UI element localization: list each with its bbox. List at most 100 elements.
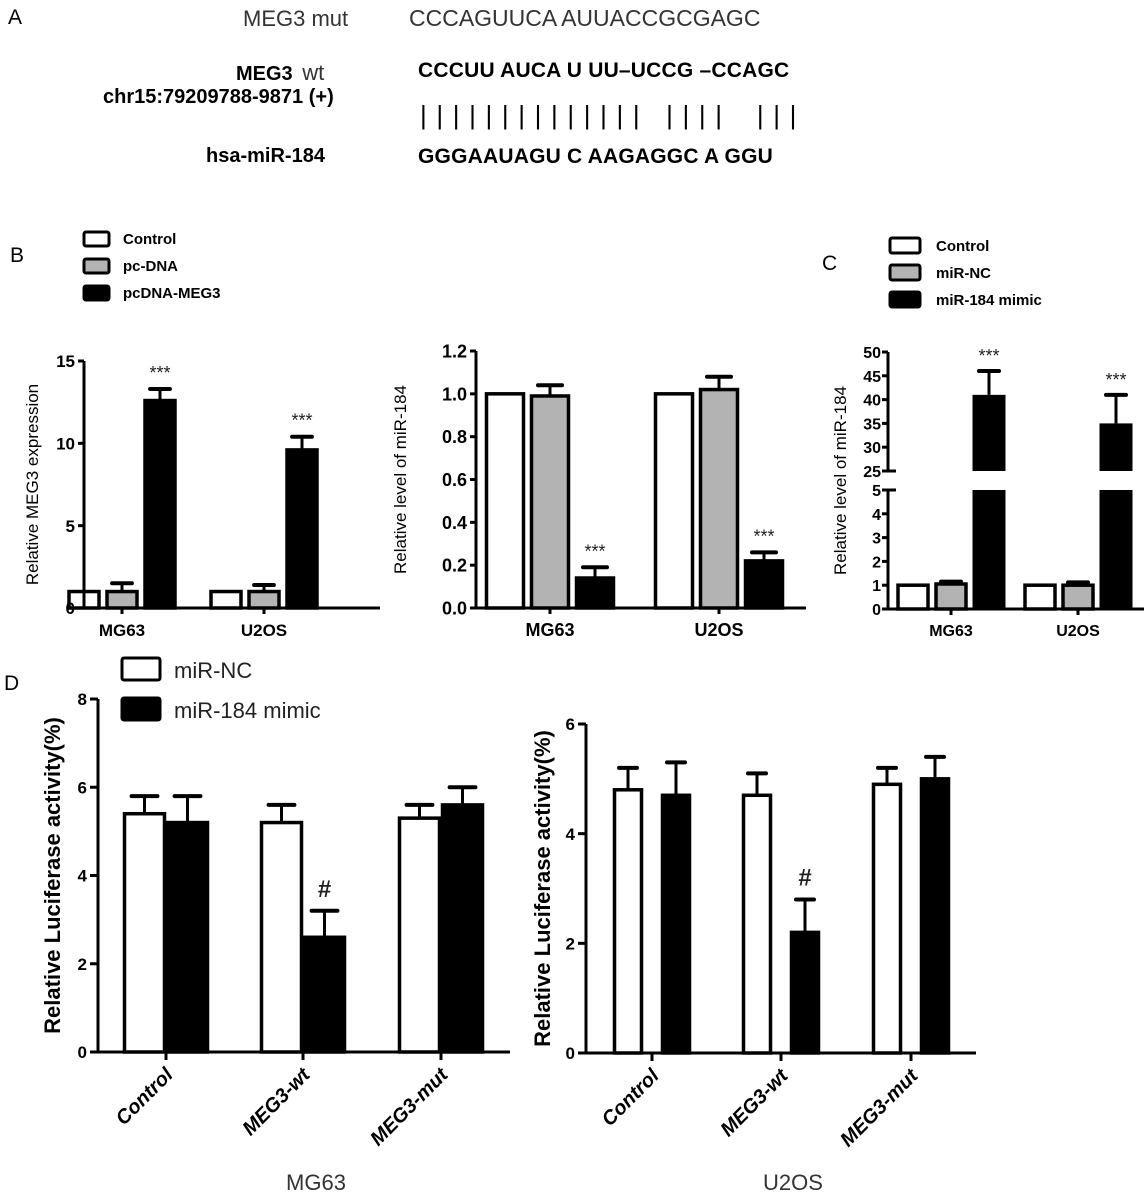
bar (259, 820, 304, 1054)
y-tick-label: 0 (872, 602, 881, 619)
chart-b2: *** *** 0.0 0.2 0.4 0.6 0.8 1.0 1.2 MG63 U2OS Relat… (391, 341, 806, 640)
meg3-wt-label: MEG3 wt (236, 60, 324, 86)
y-tick-label: 0.8 (442, 427, 467, 447)
bar (484, 392, 526, 610)
legend-swatch (82, 284, 111, 302)
y-tick-label: 4 (872, 507, 881, 524)
bar-lower-segment (972, 490, 1006, 609)
y-tick-label: 2 (78, 955, 87, 974)
bar-upper-segment (1099, 423, 1133, 471)
legend-label: pc-DNA (123, 258, 178, 275)
significance-marker: *** (149, 363, 170, 383)
y-tick-label: 0.6 (442, 470, 467, 490)
meg3-mut-label: MEG3 mut (243, 6, 349, 31)
y-tick-label: 0 (566, 1044, 575, 1063)
y-axis-label: Relative Luciferase activity(%) (40, 717, 65, 1034)
legend-label: miR-184 mimic (936, 292, 1042, 309)
x-category-label: MEG3-mut (836, 1064, 923, 1151)
y-tick-label: 0 (66, 599, 75, 618)
panel-a-letter: A (8, 6, 23, 29)
y-tick-label: 5 (872, 483, 881, 500)
panel-letter: C (822, 252, 837, 275)
x-axis-label: U2OS (763, 1170, 823, 1195)
significance-marker: *** (978, 346, 999, 366)
y-tick-label: 45 (863, 369, 881, 386)
x-category-label: MG63 (929, 623, 973, 640)
y-tick-label: 1.2 (442, 341, 467, 361)
bar (1023, 583, 1057, 611)
bar (934, 582, 968, 611)
y-axis-label: Relative level of miR-184 (391, 385, 410, 574)
bar (397, 816, 442, 1054)
meg3-wt-coordinates: chr15:79209788-9871 (+) (103, 86, 334, 108)
bar (698, 387, 740, 610)
bar (574, 576, 616, 610)
x-category-label: MEG3-mut (366, 1063, 453, 1150)
y-tick-label: 0 (78, 1043, 87, 1062)
significance-marker: # (318, 876, 331, 903)
y-tick-label: 30 (863, 440, 881, 457)
bar-upper-segment (972, 394, 1006, 471)
x-category-label: U2OS (241, 621, 287, 640)
legend-swatch (120, 656, 162, 682)
bar (302, 935, 347, 1054)
x-category-label: U2OS (694, 620, 743, 640)
significance-marker: *** (584, 541, 605, 561)
legend-swatch (888, 290, 922, 309)
y-tick-label: 4 (566, 825, 576, 844)
x-axis-label: MG63 (286, 1170, 346, 1195)
x-category-label: MEG3-wt (238, 1063, 315, 1140)
legend-label: miR-NC (174, 658, 252, 683)
bar (612, 788, 644, 1055)
meg3-wt-label-gene: MEG3 (236, 63, 293, 85)
bar (209, 589, 243, 610)
bar (741, 793, 773, 1055)
x-category-label: U2OS (1056, 623, 1100, 640)
significance-marker: *** (1105, 370, 1126, 390)
bar (440, 803, 485, 1054)
base-pairing-lines: | | | | | | | | | | | | | | | | | | | | … (420, 100, 798, 130)
y-tick-label: 0.0 (442, 598, 467, 618)
y-axis-label: Relative MEG3 expression (23, 384, 42, 585)
y-tick-label: 5 (66, 517, 75, 536)
panel-letter: D (4, 672, 19, 695)
y-tick-label: 6 (566, 715, 575, 734)
legend-label: miR-184 mimic (174, 698, 321, 723)
significance-marker: *** (753, 526, 774, 546)
legend-swatch (120, 696, 162, 722)
bar (660, 793, 692, 1055)
chart-b1: B Control pc-DNA pcDNA-MEG3 *** *** 0 5 10 15 MG63… (10, 230, 380, 640)
x-category-label: MG63 (525, 620, 574, 640)
bar (247, 589, 281, 610)
chart-d2: #0 2 4 6 Control MEG3-wt MEG3-mut Relative Luci… (530, 715, 976, 1195)
y-tick-label: 2 (872, 554, 881, 571)
panel-letter: B (10, 244, 24, 267)
legend-label: miR-NC (936, 265, 991, 282)
legend-label: Control (123, 231, 176, 248)
legend-swatch (82, 230, 111, 248)
bar (165, 820, 210, 1054)
meg3-mut-sequence: CCCAGUUCA AUUACCGCGAGC (409, 5, 761, 31)
y-tick-label: 8 (78, 690, 87, 709)
bar (285, 448, 319, 610)
y-tick-label: 10 (56, 434, 75, 453)
y-tick-label: 25 (863, 464, 881, 481)
x-category-label: Control (112, 1064, 178, 1130)
mir-184-sequence: GGGAAUAGU C AAGAGGC A GGU (418, 145, 773, 168)
mir-184-label: hsa-miR-184 (206, 145, 325, 167)
bar (529, 394, 571, 610)
bar (743, 559, 785, 610)
y-tick-label: 1.0 (442, 384, 467, 404)
x-category-label: Control (598, 1065, 664, 1131)
bar (871, 782, 903, 1055)
y-tick-label: 0.2 (442, 556, 467, 576)
x-category-label: MG63 (99, 621, 145, 640)
y-tick-label: 50 (863, 345, 881, 362)
y-tick-label: 15 (56, 352, 75, 371)
legend-label: pcDNA-MEG3 (123, 285, 221, 302)
bar (653, 392, 695, 610)
bar-lower-segment (1099, 490, 1133, 609)
